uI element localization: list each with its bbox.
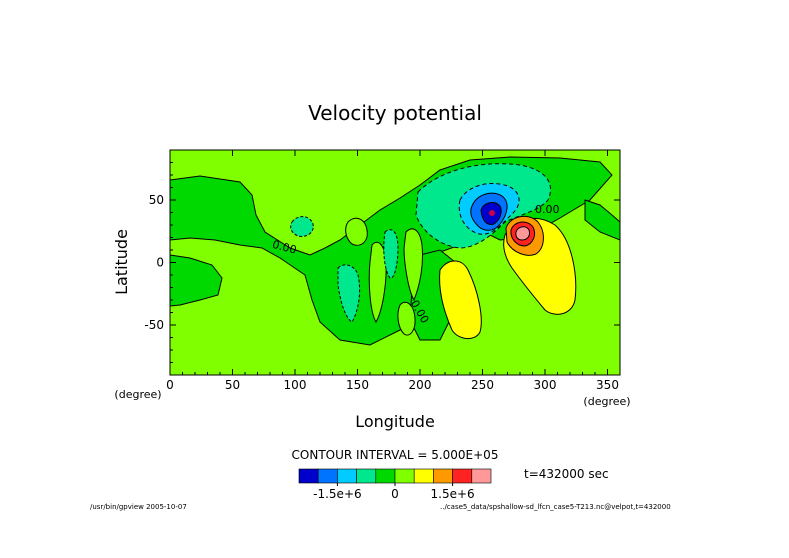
y-tick-label: -50 (144, 318, 164, 332)
colorbar-tick-label: -1.5e+6 (313, 487, 362, 501)
x-tick-label: 350 (596, 378, 619, 392)
x-tick-label: 200 (409, 378, 432, 392)
x-tick-label: 250 (471, 378, 494, 392)
negative-center-marker (489, 210, 495, 216)
y-axis-unit: (degree) (114, 388, 161, 401)
field-region-lightgreen-lobe-3 (403, 228, 423, 302)
field-region-teal-patch-1 (290, 216, 314, 237)
contour-label-1: 0.00 (271, 238, 298, 257)
time-label: t=432000 sec (524, 467, 609, 481)
x-tick-label: 150 (346, 378, 369, 392)
y-tick-label: 0 (156, 256, 164, 270)
colorbar-swatch (317, 468, 338, 484)
contour-interval-label: CONTOUR INTERVAL = 5.000E+05 (292, 448, 499, 462)
chart-title: Velocity potential (308, 101, 482, 125)
colorbar-swatch (433, 468, 453, 484)
field-region-green-right (584, 199, 620, 241)
colorbar-swatch (413, 468, 434, 484)
x-axis-title: Longitude (355, 412, 435, 431)
colorbar-swatch (394, 468, 415, 484)
x-axis: 0 50 100 150 200 250 300 350 (166, 150, 621, 392)
y-axis-title: Latitude (112, 229, 131, 295)
colorbar-swatch (471, 468, 492, 484)
x-axis-unit: (degree) (583, 395, 630, 408)
field-region-pink (515, 226, 530, 241)
colorbar-swatch (452, 468, 473, 484)
colorbar-swatch (375, 468, 396, 484)
field-region-teal-patch-3 (383, 229, 399, 279)
footer-left: /usr/bin/gpview 2005-10-07 (90, 503, 187, 511)
colorbar-swatch (298, 468, 319, 484)
colorbar-swatch (337, 468, 357, 484)
field-region-green-west (170, 254, 223, 307)
footer-right: ../case5_data/spshallow-sd_lfcn_case5-T2… (440, 503, 671, 511)
plot-area: 0.00 0.00 0.00 (170, 150, 620, 375)
colorbar-tick-label: 1.5e+6 (431, 487, 475, 501)
field-region-lightgreen-lobe-4 (397, 301, 416, 336)
y-axis: -50 0 50 (144, 149, 620, 376)
colorbar-swatch (356, 468, 377, 484)
x-tick-label: 50 (225, 378, 240, 392)
field-region-lightgreen-lobe-1 (345, 217, 368, 246)
field-region-lightgreen-lobe-2 (368, 241, 387, 323)
x-tick-label: 0 (166, 378, 174, 392)
y-tick-label: 50 (149, 193, 164, 207)
x-tick-label: 100 (284, 378, 307, 392)
colorbar-tick-label: 0 (391, 487, 399, 501)
colorbar: -1.5e+6 0 1.5e+6 (298, 468, 492, 501)
contour-label-2: 0.00 (535, 203, 560, 216)
field-region-teal-patch-2 (337, 264, 361, 323)
x-tick-label: 300 (534, 378, 557, 392)
field-region-yellow-sw (439, 260, 482, 339)
